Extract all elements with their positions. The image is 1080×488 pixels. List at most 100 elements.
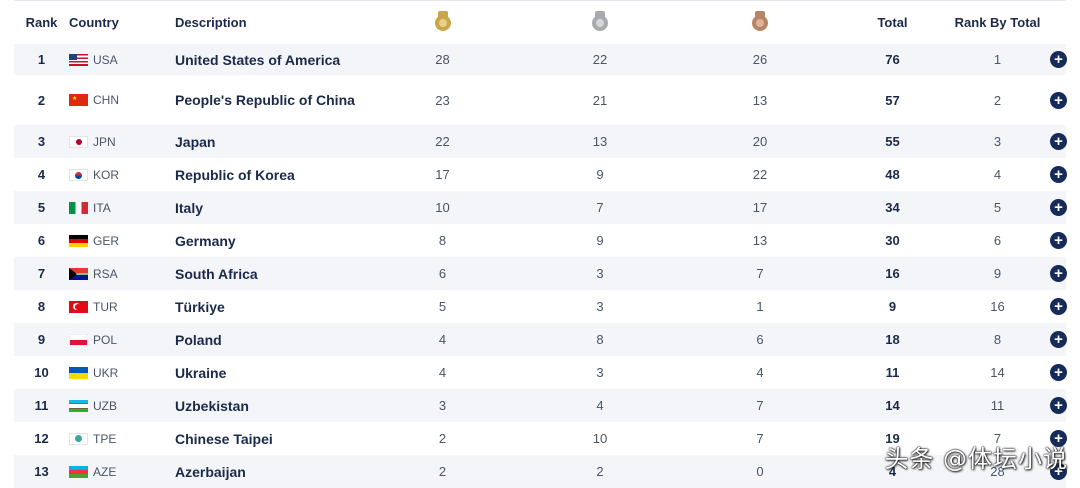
header-actions xyxy=(1050,0,1066,44)
usa-flag-icon xyxy=(69,53,88,66)
plus-circle-icon[interactable]: + xyxy=(1050,232,1067,249)
plus-circle-icon[interactable]: + xyxy=(1050,91,1067,109)
header-description[interactable]: Description xyxy=(175,14,247,30)
gold-count: 28 xyxy=(365,44,520,75)
country-code: AZE xyxy=(93,464,117,479)
bronze-count: 17 xyxy=(680,191,840,224)
country-name[interactable]: Germany xyxy=(175,224,365,257)
country-code: KOR xyxy=(93,167,120,182)
header-total[interactable]: Total xyxy=(877,14,908,30)
rank-cell: 2 xyxy=(14,75,69,125)
rank-cell: 3 xyxy=(14,125,69,158)
table-row[interactable]: 13 AZE Azerbaijan 2 2 0 4 28 + xyxy=(14,455,1067,488)
table-row[interactable]: 7 RSA South Africa 6 3 7 16 9 + xyxy=(14,257,1067,290)
country-code: TUR xyxy=(93,299,118,314)
bronze-count: 20 xyxy=(680,125,840,158)
country-code: JPN xyxy=(93,134,116,149)
plus-circle-icon[interactable]: + xyxy=(1050,133,1067,150)
plus-circle-icon[interactable]: + xyxy=(1050,51,1067,68)
silver-count: 13 xyxy=(520,125,680,158)
country-name[interactable]: Türkiye xyxy=(175,290,365,323)
gold-count: 23 xyxy=(365,75,520,125)
country-cell: JPN xyxy=(69,125,175,158)
bronze-count: 4 xyxy=(680,356,840,389)
country-name[interactable]: United States of America xyxy=(175,44,365,75)
plus-circle-icon[interactable]: + xyxy=(1050,199,1067,216)
silver-count: 3 xyxy=(520,290,680,323)
bronze-count: 26 xyxy=(680,44,840,75)
silver-count: 9 xyxy=(520,158,680,191)
gold-count: 10 xyxy=(365,191,520,224)
table-row[interactable]: 5 ITA Italy 10 7 17 34 5 + xyxy=(14,191,1067,224)
rank-by-total: 6 xyxy=(945,224,1050,257)
header-bronze[interactable] xyxy=(680,0,840,44)
country-name[interactable]: Ukraine xyxy=(175,356,365,389)
rank-cell: 9 xyxy=(14,323,69,356)
country-code: TPE xyxy=(93,431,117,446)
table-row[interactable]: 6 GER Germany 8 9 13 30 6 + xyxy=(14,224,1067,257)
silver-medal-icon xyxy=(591,10,609,31)
header-rank-by-total[interactable]: Rank By Total xyxy=(954,14,1041,30)
gold-count: 3 xyxy=(365,389,520,422)
table-row[interactable]: 3 JPN Japan 22 13 20 55 3 + xyxy=(14,125,1067,158)
plus-circle-icon[interactable]: + xyxy=(1050,298,1067,315)
plus-circle-icon[interactable]: + xyxy=(1050,430,1067,447)
table-row[interactable]: 11 UZB Uzbekistan 3 4 7 14 11 + xyxy=(14,389,1067,422)
table-row[interactable]: 2 ★ CHN People's Republic of China 23 21 13 57 2… xyxy=(14,75,1067,125)
plus-circle-icon[interactable]: + xyxy=(1050,364,1067,381)
country-name[interactable]: Chinese Taipei xyxy=(175,422,365,455)
uzb-flag-icon xyxy=(69,399,88,412)
table-row[interactable]: 4 KOR Republic of Korea 17 9 22 48 4 + xyxy=(14,158,1067,191)
silver-count: 22 xyxy=(520,44,680,75)
country-name[interactable]: Italy xyxy=(175,191,365,224)
rank-cell: 13 xyxy=(14,455,69,488)
country-name[interactable]: Azerbaijan xyxy=(175,455,365,488)
total-count: 11 xyxy=(840,356,945,389)
silver-count: 2 xyxy=(520,455,680,488)
table-row[interactable]: 12 TPE Chinese Taipei 2 10 7 19 7 + xyxy=(14,422,1067,455)
gold-count: 22 xyxy=(365,125,520,158)
plus-circle-icon[interactable]: + xyxy=(1050,265,1067,282)
header-rank[interactable]: Rank xyxy=(25,14,58,30)
expand-cell: + xyxy=(1050,323,1067,356)
total-count: 18 xyxy=(840,323,945,356)
country-name[interactable]: Japan xyxy=(175,125,365,158)
plus-circle-icon[interactable]: + xyxy=(1050,166,1067,183)
gold-count: 4 xyxy=(365,323,520,356)
header-gold[interactable] xyxy=(365,0,520,44)
plus-circle-icon[interactable]: + xyxy=(1050,331,1067,348)
country-name[interactable]: Uzbekistan xyxy=(175,389,365,422)
header-silver[interactable] xyxy=(520,0,680,44)
rsa-flag-icon xyxy=(69,267,88,280)
plus-circle-icon[interactable]: + xyxy=(1050,463,1067,480)
table-row[interactable]: 1 USA United States of America 28 22 26 76 1 + xyxy=(14,44,1067,75)
country-cell: ITA xyxy=(69,191,175,224)
header-country[interactable]: Country xyxy=(69,14,119,30)
bronze-count: 7 xyxy=(680,422,840,455)
bronze-count: 13 xyxy=(680,224,840,257)
table-row[interactable]: 10 UKR Ukraine 4 3 4 11 14 + xyxy=(14,356,1067,389)
rank-by-total: 8 xyxy=(945,323,1050,356)
expand-cell: + xyxy=(1050,191,1067,224)
tur-flag-icon xyxy=(69,300,88,313)
expand-cell: + xyxy=(1050,257,1067,290)
country-name[interactable]: Republic of Korea xyxy=(175,158,365,191)
expand-cell: + xyxy=(1050,290,1067,323)
silver-count: 9 xyxy=(520,224,680,257)
country-cell: KOR xyxy=(69,158,175,191)
country-name[interactable]: South Africa xyxy=(175,257,365,290)
bronze-count: 7 xyxy=(680,257,840,290)
total-count: 16 xyxy=(840,257,945,290)
table-body: 1 USA United States of America 28 22 26 76 1 +2 ★… xyxy=(14,44,1067,488)
country-name[interactable]: Poland xyxy=(175,323,365,356)
country-cell: UKR xyxy=(69,356,175,389)
total-count: 48 xyxy=(840,158,945,191)
tpe-flag-icon xyxy=(69,432,88,445)
bronze-count: 0 xyxy=(680,455,840,488)
medal-table: Rank Country Description xyxy=(14,0,1067,488)
plus-circle-icon[interactable]: + xyxy=(1050,397,1067,414)
table-row[interactable]: 9 POL Poland 4 8 6 18 8 + xyxy=(14,323,1067,356)
country-name[interactable]: People's Republic of China xyxy=(175,75,365,125)
table-row[interactable]: 8 TUR Türkiye 5 3 1 9 16 + xyxy=(14,290,1067,323)
expand-cell: + xyxy=(1050,455,1067,488)
